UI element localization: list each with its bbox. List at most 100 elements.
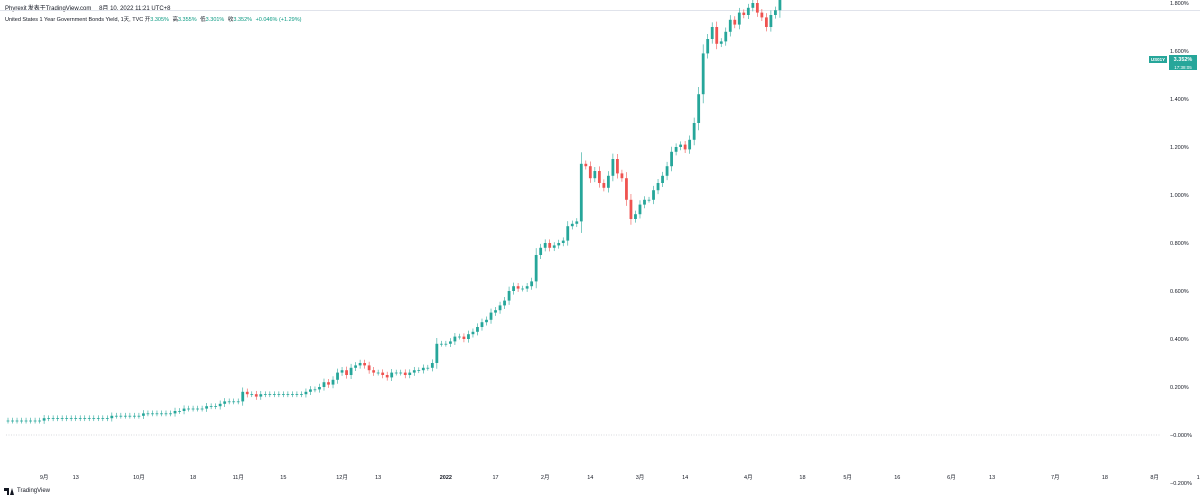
open-value: 3.305%	[150, 17, 169, 23]
x-tick-label: 17	[492, 475, 498, 481]
candle	[272, 394, 276, 395]
candle	[38, 420, 41, 422]
y-tick-label: 1.000%	[1170, 193, 1189, 199]
candle	[29, 420, 32, 422]
y-tick-label: 0.200%	[1170, 385, 1189, 391]
candle	[403, 372, 407, 375]
x-tick-label: 3月	[636, 474, 645, 481]
candle	[498, 305, 502, 311]
candle	[561, 240, 565, 243]
candle	[719, 41, 723, 44]
candle	[602, 183, 606, 188]
candle	[281, 394, 285, 395]
candle	[570, 223, 574, 227]
candle	[367, 365, 371, 371]
candle	[579, 163, 583, 222]
candle	[254, 394, 258, 397]
candle	[706, 39, 710, 54]
x-tick-label: 16	[894, 475, 900, 481]
chart-frame	[0, 10, 1200, 489]
y-tick-label: 0.600%	[1170, 289, 1189, 295]
candle	[755, 3, 759, 13]
y-tick-label: 0.400%	[1170, 337, 1189, 343]
candle	[155, 413, 159, 415]
candle	[548, 243, 552, 248]
candle	[448, 341, 452, 344]
candle	[51, 418, 55, 419]
candle	[87, 418, 91, 419]
candle	[575, 221, 579, 224]
candle	[300, 394, 303, 395]
publish-date: 8月 10, 2022 11:21 UTC+8	[99, 6, 171, 12]
candle	[507, 291, 511, 301]
close-label: 收	[227, 17, 234, 23]
x-tick-label: 13	[73, 475, 79, 481]
y-tick-label: −0.000%	[1170, 433, 1192, 439]
change-value: +0.046% (+1.29%)	[255, 17, 302, 23]
x-tick-label: 9月	[40, 474, 49, 481]
candle	[557, 243, 561, 246]
x-tick-label: 15	[1197, 475, 1200, 481]
x-tick-label: 18	[799, 475, 805, 481]
source-label: TVC	[132, 17, 144, 23]
candle	[173, 411, 177, 414]
published-on: 发表于TradingView.com	[27, 6, 92, 12]
candle	[665, 166, 669, 176]
candle	[471, 331, 475, 335]
candle	[688, 139, 692, 150]
candle	[597, 171, 601, 183]
candle	[227, 401, 231, 403]
candle	[503, 300, 506, 306]
candle	[584, 163, 588, 167]
x-tick-label: 5月	[843, 474, 852, 481]
y-tick-label: −0.200%	[1170, 481, 1192, 487]
candle	[354, 365, 357, 368]
symbol-title: United States 1 Year Government Bonds Yi…	[5, 17, 118, 23]
bar-countdown: 17:38:05	[1169, 64, 1197, 70]
candle	[733, 19, 737, 25]
close-value: 3.352%	[233, 17, 253, 23]
candle	[467, 334, 470, 339]
interval-label: 1天	[120, 17, 130, 23]
candle	[715, 27, 719, 44]
candle	[710, 27, 714, 39]
candle	[114, 415, 118, 417]
candle	[74, 418, 78, 419]
candle	[349, 367, 353, 375]
candle	[101, 418, 105, 419]
x-tick-label: 10月	[133, 474, 145, 481]
symbol-legend: United States 1 Year Government Bonds Yi…	[5, 17, 302, 23]
candle	[670, 151, 673, 167]
candle	[661, 175, 664, 183]
candle	[751, 3, 755, 8]
x-tick-label: 14	[587, 475, 593, 481]
candle	[643, 199, 646, 205]
candle	[774, 10, 777, 15]
candle	[530, 281, 534, 287]
candle	[399, 372, 403, 374]
candle	[742, 12, 746, 15]
candle	[746, 7, 750, 15]
candle	[137, 415, 141, 417]
candle	[345, 370, 348, 375]
candle	[439, 343, 443, 345]
candle	[178, 411, 181, 412]
candle	[679, 144, 683, 147]
high-label: 高	[172, 17, 178, 23]
candle	[47, 418, 51, 419]
candle	[142, 413, 145, 416]
candle	[634, 214, 637, 219]
tradingview-logo[interactable]: TradingView	[4, 486, 50, 496]
candle	[764, 17, 768, 27]
candle	[160, 413, 163, 415]
candle	[105, 418, 109, 419]
candle	[313, 389, 317, 391]
candle	[15, 420, 19, 422]
y-tick-label: 1.800%	[1170, 1, 1189, 7]
candle	[692, 123, 696, 140]
candle	[385, 375, 389, 378]
candle	[69, 418, 73, 419]
candle	[372, 370, 376, 373]
candle	[245, 391, 249, 395]
